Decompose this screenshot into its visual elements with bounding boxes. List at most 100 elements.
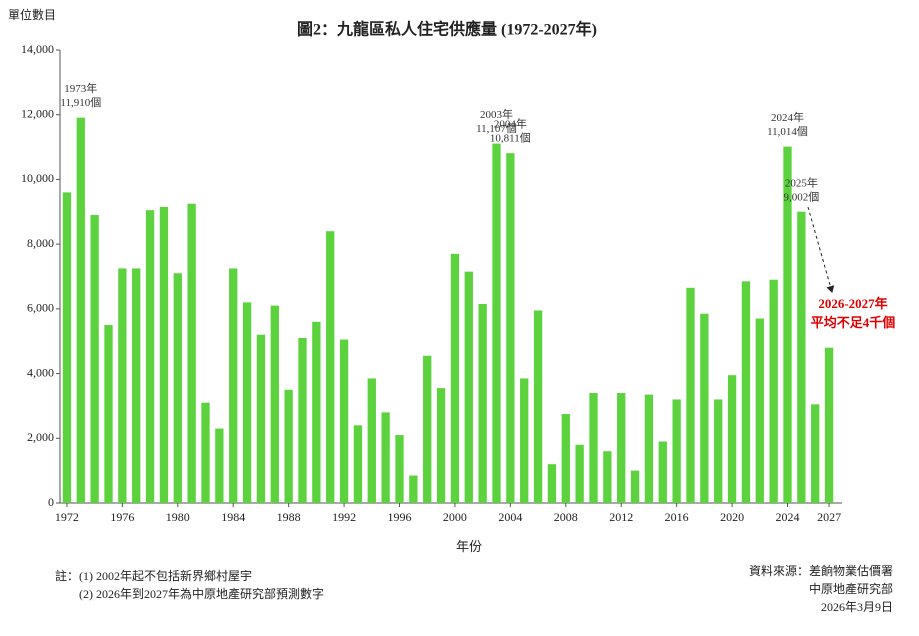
x-tick-label: 1988: [277, 510, 301, 524]
bar: [741, 281, 751, 503]
bar: [367, 378, 376, 503]
bar: [603, 451, 612, 503]
value-label: 9,002個: [783, 190, 819, 203]
bar: [159, 206, 169, 504]
bar: [589, 392, 598, 503]
bar: [450, 253, 460, 503]
value-label: 1973年: [64, 81, 97, 95]
bar: [797, 211, 806, 503]
y-tick-label: 10,000: [21, 171, 54, 185]
bar: [339, 339, 349, 503]
bar: [395, 435, 404, 503]
chart-title: 圖2：九龍區私人住宅供應量 (1972-2027年): [297, 20, 597, 39]
x-tick-label: 1976: [110, 510, 134, 524]
bar: [423, 355, 432, 503]
bar: [824, 347, 834, 503]
bar: [256, 334, 266, 503]
bar: [353, 425, 363, 503]
x-tick-label: 1984: [221, 510, 245, 524]
forecast-note: 平均不足4千個: [811, 315, 896, 330]
bar: [658, 441, 667, 503]
bar: [242, 302, 252, 503]
bar: [506, 153, 515, 503]
source: 資料來源：差餉物業估價署: [749, 563, 893, 578]
y-tick-label: 4,000: [27, 365, 54, 379]
bar: [201, 402, 210, 503]
bar: [187, 203, 196, 504]
y-tick-label: 12,000: [21, 106, 54, 120]
y-tick-label: 14,000: [21, 42, 54, 56]
bar: [547, 464, 557, 503]
value-label: 2025年: [785, 175, 818, 189]
bar: [492, 143, 501, 504]
value-label: 2004年: [494, 117, 527, 131]
bar: [229, 268, 238, 503]
source: 2026年3月9日: [821, 600, 893, 614]
x-tick-label: 2000: [443, 510, 467, 524]
bar: [769, 279, 778, 503]
x-tick-label: 1972: [55, 510, 79, 524]
bar: [326, 231, 335, 503]
bar: [700, 313, 709, 503]
bar: [520, 378, 529, 503]
bar: [173, 273, 182, 503]
value-label: 11,910個: [60, 96, 101, 109]
footnote: (2) 2026年到2027年為中原地產研究部預測數字: [79, 586, 324, 601]
bar: [312, 321, 321, 503]
y-tick-label: 2,000: [27, 430, 54, 444]
y-unit-label: 單位數目: [8, 7, 56, 22]
bar: [298, 337, 307, 503]
x-tick-label: 2008: [554, 510, 578, 524]
bar: [727, 375, 737, 503]
x-tick-label: 2004: [498, 510, 522, 524]
x-tick-label: 2012: [609, 510, 633, 524]
bar: [118, 268, 127, 503]
bar: [686, 287, 695, 503]
bar: [464, 271, 473, 503]
bar: [575, 444, 584, 503]
bar: [561, 414, 570, 503]
x-tick-label: 1992: [332, 510, 356, 524]
bar: [714, 399, 723, 503]
y-tick-label: 8,000: [27, 236, 54, 250]
x-tick-label: 2020: [720, 510, 744, 524]
value-label: 11,107個: [476, 122, 517, 135]
bar: [617, 392, 626, 503]
bar: [76, 117, 85, 503]
value-label: 11,014個: [767, 125, 808, 138]
bar: [145, 210, 155, 504]
bar: [62, 192, 72, 503]
x-tick-label: 2027: [817, 510, 841, 524]
bar: [132, 268, 141, 503]
bar: [409, 475, 418, 503]
forecast-arrow: [807, 206, 835, 293]
y-tick-label: 6,000: [27, 301, 54, 315]
bar: [783, 146, 792, 504]
x-tick-label: 1996: [388, 510, 412, 524]
bar: [644, 394, 654, 503]
bar: [478, 304, 487, 503]
bar: [755, 318, 764, 503]
bar: [284, 389, 293, 503]
bar: [436, 388, 446, 503]
bar: [381, 412, 390, 503]
bar: [811, 404, 820, 503]
x-tick-label: 2016: [665, 510, 689, 524]
value-label: 2003年: [480, 107, 513, 121]
value-label: 2024年: [771, 110, 804, 124]
x-axis-label: 年份: [456, 539, 482, 554]
bar: [104, 325, 113, 503]
bar: [215, 428, 224, 503]
bar: [672, 399, 681, 503]
bar: [630, 470, 640, 503]
x-tick-label: 1980: [166, 510, 190, 524]
bar: [533, 310, 543, 503]
forecast-note: 2026-2027年: [818, 296, 887, 311]
bar: [270, 305, 279, 503]
value-label: 10,811個: [490, 132, 531, 145]
x-tick-label: 2024: [776, 510, 800, 524]
footnote: 註：(1) 2002年起不包括新界鄉村屋宇: [55, 568, 252, 583]
bar: [90, 215, 99, 503]
y-tick-label: 0: [48, 495, 54, 509]
